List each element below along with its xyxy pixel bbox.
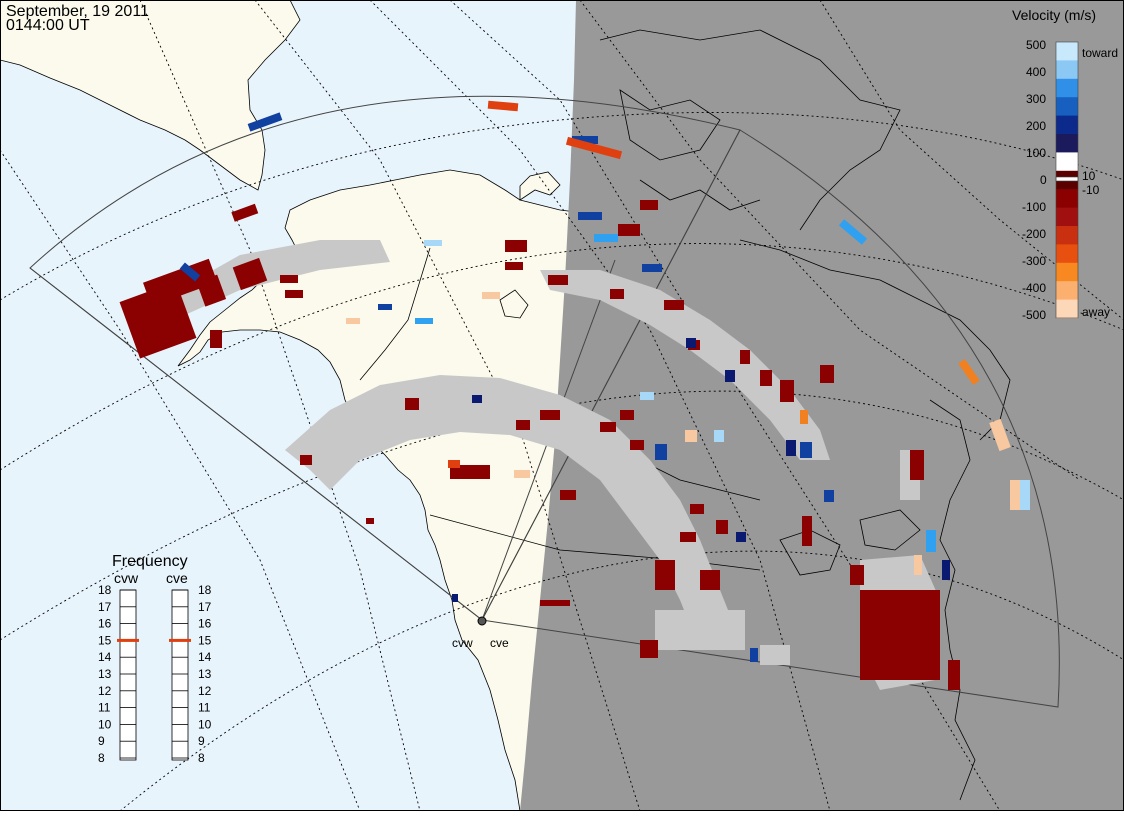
frequency-tick-label: 8 [198,751,205,765]
colorbar-segment [1056,97,1078,117]
velocity-tick-label: 10 [1082,169,1096,183]
colorbar-segment [1056,152,1078,172]
radar-site-label-cvw: cvw [452,636,473,650]
velocity-tick-label: 400 [1026,65,1046,79]
frequency-tick-label: 17 [198,600,212,614]
frequency-tick-label: 11 [198,701,211,715]
radar-site-marker [477,616,487,626]
velocity-tick-label: -10 [1082,183,1100,197]
frequency-tick-label: 17 [98,600,112,614]
velocity-tick-label: 500 [1026,38,1046,52]
frequency-marker [169,638,191,642]
velocity-tick-label: -200 [1022,227,1046,241]
frequency-tick-label: 12 [198,684,212,698]
velocity-top-label: toward [1082,46,1118,60]
frequency-ladder [119,589,137,761]
frequency-radar-cve-label: cve [166,570,188,586]
frequency-tick-label: 15 [98,633,112,647]
frequency-tick-label: 9 [98,734,105,748]
frequency-tick-label: 9 [198,734,205,748]
colorbar-border [1055,41,1079,319]
velocity-scale-title: Velocity (m/s) [1012,7,1096,23]
velocity-tick-label: 300 [1026,92,1046,106]
colorbar-segment [1056,226,1078,245]
frequency-tick-label: 16 [98,617,112,631]
velocity-tick-label: -400 [1022,281,1046,295]
velocity-tick-label: -500 [1022,308,1046,322]
frequency-tick-label: 8 [98,751,105,765]
frequency-tick-label: 13 [98,667,112,681]
velocity-tick-label: 0 [1040,173,1047,187]
colorbar-segment [1056,244,1078,264]
frequency-ladder [171,589,189,761]
colorbar-segment [1056,281,1078,301]
velocity-tick-label: -100 [1022,200,1046,214]
colorbar-segment [1056,189,1078,209]
frequency-tick-label: 10 [198,717,212,731]
frequency-title: Frequency [112,553,188,570]
frequency-tick-label: 11 [98,701,111,715]
night-shading [520,0,1124,811]
frequency-tick-label: 12 [98,684,112,698]
frequency-radar-cvw-label: cvw [114,570,139,586]
frequency-tick-label: 13 [198,667,212,681]
colorbar-segment [1056,60,1078,80]
date-label: September, 19 2011 [6,3,149,20]
frequency-tick-label: 15 [198,633,212,647]
velocity-cells [119,100,1030,690]
frequency-tick-label: 10 [98,717,112,731]
colorbar-segment [1056,134,1078,153]
velocity-colorbar: Velocity (m/s) toward away 500 400 300 200 1… [1012,7,1118,322]
frequency-panel: Frequency cvw cve 18 17 16 15 14 13 12 11 10 9 8 18… [98,553,212,765]
fields-of-view [29,95,1060,708]
velocity-tick-label: -300 [1022,254,1046,268]
frequency-tick-label: 14 [198,650,212,664]
frequency-tick-label: 18 [98,583,112,597]
borders [359,247,761,571]
colorbar-segment [1056,299,1078,319]
colorbar-segment [1056,115,1078,135]
colorbar-segment [1056,262,1078,282]
colorbar-segment [1056,42,1078,61]
time-label: 0144:00 UT [6,17,90,34]
frequency-tick-label: 14 [98,650,112,664]
colorbar-segment [1056,207,1078,227]
velocity-tick-label: 200 [1026,119,1046,133]
velocity-tick-label: 100 [1026,146,1046,160]
colorbar-zero-line [1055,176,1079,182]
radar-sites: cvw cve [452,616,509,650]
frequency-tick-label: 16 [198,617,212,631]
radar-site-label-cve: cve [490,636,509,650]
velocity-bottom-label: away [1082,305,1110,319]
colorbar-segment [1056,78,1078,98]
frequency-marker [117,638,139,642]
frequency-tick-label: 18 [198,583,212,597]
